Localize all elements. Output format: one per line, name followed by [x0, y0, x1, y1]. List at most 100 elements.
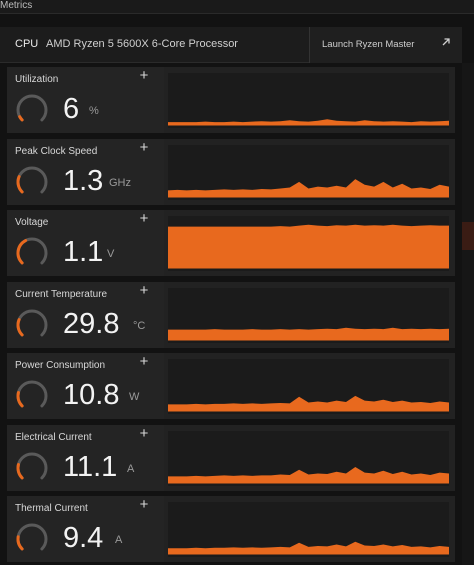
history-baseline	[168, 267, 449, 269]
metric-value: 1.3	[63, 165, 104, 197]
history-area	[168, 179, 449, 196]
metric-card-electrical-current: Electrical Current +11.1 A	[7, 425, 455, 491]
history-chart	[168, 224, 449, 269]
metric-card-power: Power Consumption +10.8 W	[7, 353, 455, 419]
gauge-fill	[16, 175, 24, 194]
history-baseline	[168, 482, 449, 484]
history-chart	[168, 119, 449, 126]
metric-history-graph	[168, 502, 449, 557]
metric-name: Voltage	[15, 217, 49, 228]
metric-card-temperature: Current Temperature +29.8 °C	[7, 282, 455, 348]
metric-summary: Peak Clock Speed +1.3 GHz	[7, 139, 164, 205]
metric-summary: Current Temperature +29.8 °C	[7, 282, 164, 348]
metric-summary: Power Consumption +10.8 W	[7, 353, 164, 419]
metric-name: Utilization	[15, 74, 59, 85]
metric-name: Peak Clock Speed	[15, 146, 98, 157]
cpu-name: AMD Ryzen 5 5600X 6-Core Processor	[46, 38, 238, 50]
metric-unit: A	[115, 534, 123, 546]
metric-history-graph	[168, 73, 449, 128]
scrollbar[interactable]	[462, 63, 474, 565]
history-baseline	[168, 410, 449, 412]
add-metric-icon[interactable]: +	[139, 210, 149, 227]
metric-summary: Utilization +6%	[7, 67, 164, 133]
metric-value: 29.8	[63, 308, 120, 340]
metric-value: 6	[63, 93, 80, 125]
gauge-icon	[16, 452, 48, 480]
metric-unit: A	[127, 463, 135, 475]
metric-unit: °C	[133, 320, 146, 332]
metric-name: Thermal Current	[15, 503, 88, 514]
metric-summary: Electrical Current +11.1 A	[7, 425, 164, 491]
history-baseline	[168, 124, 449, 126]
metric-unit: W	[129, 391, 140, 403]
metric-name: Current Temperature	[15, 289, 108, 300]
metric-summary: Thermal Current +9.4 A	[7, 496, 164, 562]
gauge-track	[16, 523, 48, 551]
metric-card-utilization: Utilization +6%	[7, 67, 455, 133]
gauge-icon	[16, 523, 48, 551]
add-metric-icon[interactable]: +	[139, 282, 149, 299]
gauge-fill	[18, 115, 24, 122]
gauge-icon	[16, 94, 48, 122]
metric-summary: Voltage +1.1 V	[7, 210, 164, 276]
history-area	[168, 467, 449, 482]
gauge-fill	[16, 391, 24, 408]
history-area	[168, 327, 449, 339]
metric-card-voltage: Voltage +1.1 V	[7, 210, 455, 276]
metric-value: 9.4	[63, 522, 104, 554]
cpu-header: CPU AMD Ryzen 5 5600X 6-Core Processor L…	[0, 27, 462, 63]
metric-value: 1.1	[63, 236, 104, 268]
metric-name: Electrical Current	[15, 432, 92, 443]
metric-unit: %	[89, 105, 99, 117]
metric-history-graph	[168, 216, 449, 271]
scroll-thumb[interactable]	[462, 222, 474, 250]
history-area	[168, 119, 449, 124]
add-metric-icon[interactable]: +	[139, 425, 149, 442]
add-metric-icon[interactable]: +	[139, 496, 149, 513]
metric-unit: GHz	[109, 177, 131, 189]
gauge-icon	[16, 380, 48, 408]
gauge-icon	[16, 309, 48, 337]
gauge-track	[16, 94, 48, 122]
metric-history-graph	[168, 359, 449, 414]
gauge-track	[16, 380, 48, 408]
metric-card-peak-clock: Peak Clock Speed +1.3 GHz	[7, 139, 455, 205]
metric-history-graph	[168, 431, 449, 486]
metric-history-graph	[168, 145, 449, 200]
title-bar: Metrics	[0, 0, 474, 14]
history-chart	[168, 541, 449, 555]
launch-ryzen-master-label: Launch Ryzen Master	[322, 39, 415, 50]
metric-value: 11.1	[63, 451, 118, 483]
gauge-track	[16, 452, 48, 480]
add-metric-icon[interactable]: +	[139, 67, 149, 84]
gauge-icon	[16, 166, 48, 194]
history-baseline	[168, 339, 449, 341]
gauge-fill	[16, 239, 28, 265]
history-baseline	[168, 196, 449, 198]
history-chart	[168, 179, 449, 198]
metric-name: Power Consumption	[15, 360, 106, 371]
history-chart	[168, 395, 449, 412]
window-title: Metrics	[0, 0, 33, 11]
metric-history-graph	[168, 288, 449, 343]
external-link-icon	[442, 38, 450, 46]
cpu-label: CPU	[15, 38, 39, 50]
gauge-track	[16, 166, 48, 194]
metric-unit: V	[107, 248, 115, 260]
add-metric-icon[interactable]: +	[139, 353, 149, 370]
history-baseline	[168, 553, 449, 555]
gauge-fill	[16, 535, 24, 551]
history-chart	[168, 327, 449, 341]
gauge-fill	[16, 318, 24, 337]
launch-ryzen-master-button[interactable]: Launch Ryzen Master	[309, 27, 462, 63]
gauge-icon	[16, 237, 48, 265]
history-area	[168, 541, 449, 553]
add-metric-icon[interactable]: +	[139, 139, 149, 156]
history-area	[168, 224, 449, 267]
metric-card-thermal-current: Thermal Current +9.4 A	[7, 496, 455, 562]
gauge-track	[16, 309, 48, 337]
metric-value: 10.8	[63, 379, 120, 411]
history-area	[168, 395, 449, 410]
history-chart	[168, 467, 449, 484]
